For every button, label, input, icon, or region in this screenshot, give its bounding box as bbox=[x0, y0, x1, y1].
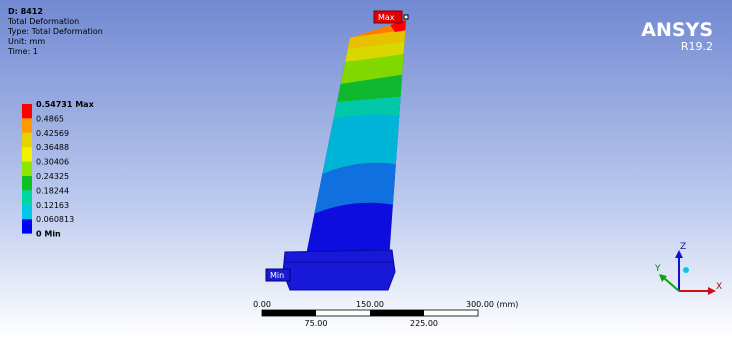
scale-label: 75.00 bbox=[305, 319, 328, 328]
legend-label: 0.30406 bbox=[36, 158, 69, 167]
triad-label: X bbox=[716, 282, 722, 292]
legend-label: 0.54731 Max bbox=[36, 100, 95, 109]
scale-label: 225.00 bbox=[410, 319, 438, 328]
legend-label: 0.4865 bbox=[36, 114, 64, 123]
scale-label: 300.00 (mm) bbox=[466, 300, 518, 309]
info-line: Type: Total Deformation bbox=[7, 27, 103, 36]
logo-name: ANSYS bbox=[641, 19, 713, 41]
legend-label: 0 Min bbox=[36, 230, 61, 239]
logo-version: R19.2 bbox=[681, 40, 713, 53]
triad-label: Z bbox=[680, 242, 686, 252]
scale-segment bbox=[370, 310, 424, 316]
legend-label: 0.36488 bbox=[36, 143, 69, 152]
max-marker bbox=[404, 15, 408, 19]
legend-label: 0.060813 bbox=[36, 215, 74, 224]
info-line: Time: 1 bbox=[7, 47, 38, 56]
legend-colors bbox=[22, 104, 32, 234]
scale-label: 150.00 bbox=[356, 300, 384, 309]
info-line: Unit: mm bbox=[8, 37, 45, 46]
triad-label: Y bbox=[654, 264, 661, 274]
scale-label: 0.00 bbox=[253, 300, 271, 309]
platform bbox=[283, 250, 395, 290]
legend-label: 0.24325 bbox=[36, 172, 69, 181]
viewport: D: 8412 Total Deformation Type: Total De… bbox=[0, 0, 732, 338]
info-line: Total Deformation bbox=[7, 17, 79, 26]
result-title: D: 8412 bbox=[8, 7, 43, 16]
min-label: Min bbox=[270, 271, 284, 280]
legend-label: 0.42569 bbox=[36, 129, 69, 138]
legend-label: 0.18244 bbox=[36, 186, 69, 195]
max-label: Max bbox=[378, 13, 395, 22]
legend-label: 0.12163 bbox=[36, 201, 69, 210]
scale-segment bbox=[262, 310, 316, 316]
